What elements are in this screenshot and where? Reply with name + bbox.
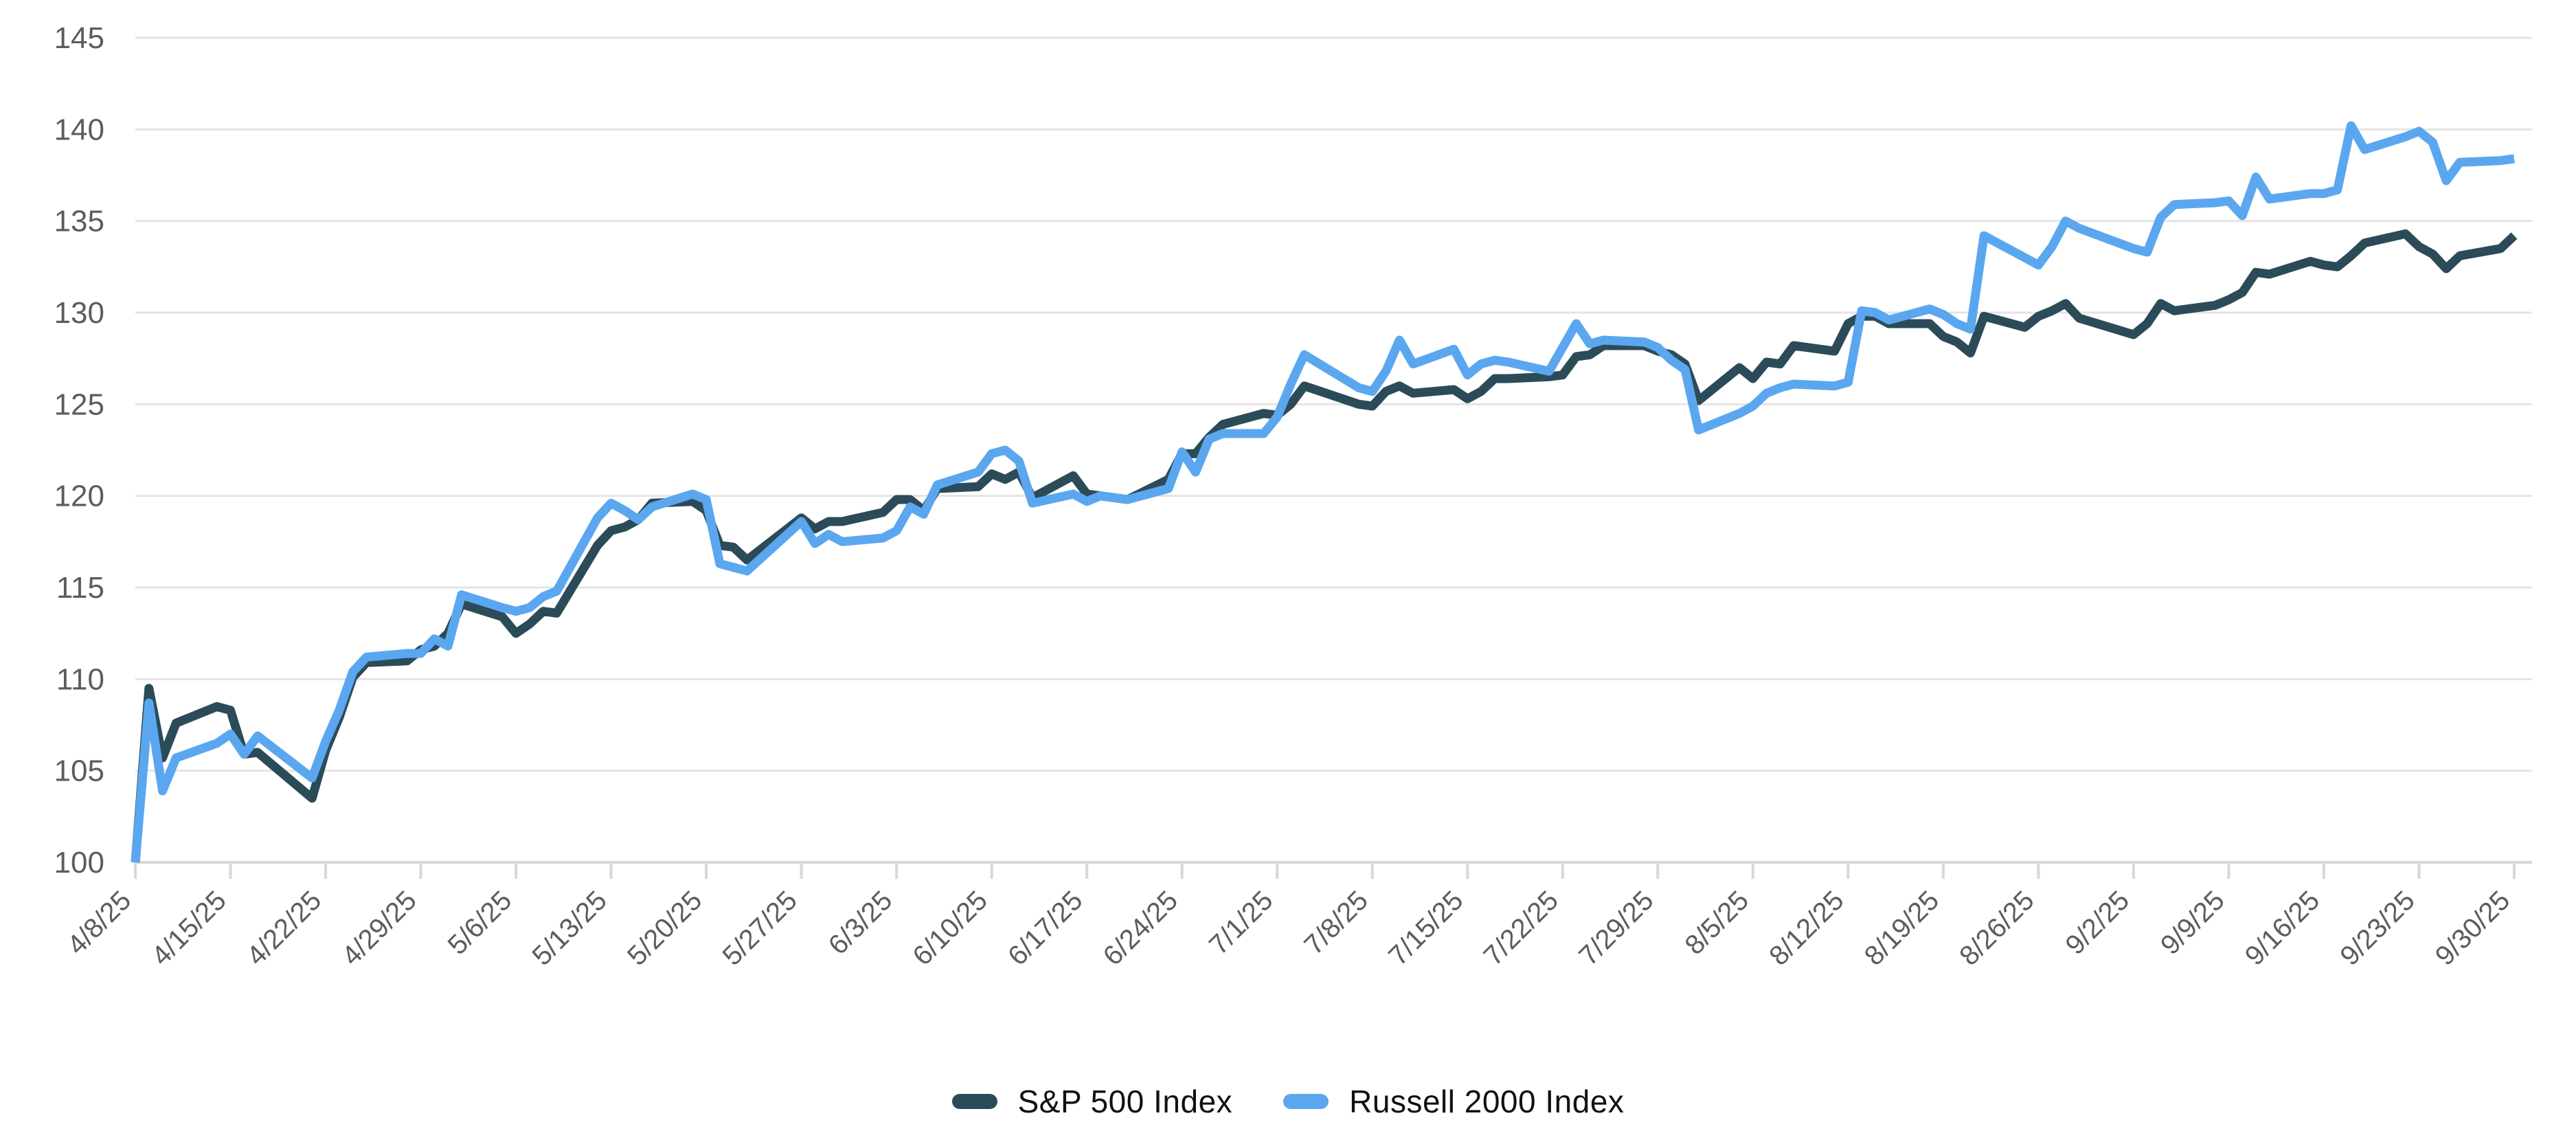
y-axis-labels: 100 105 110 115 120 125 130 135 140 145: [54, 21, 104, 880]
x-tick-label: 9/9/25: [2155, 885, 2230, 961]
series-lines: [131, 121, 2518, 863]
legend-item-russell2000[interactable]: Russell 2000 Index: [1283, 1083, 1624, 1120]
x-tick-label: 9/30/25: [2430, 885, 2516, 971]
x-tick-label: 9/16/25: [2239, 885, 2325, 971]
x-tick-label: 7/22/25: [1478, 885, 1564, 971]
y-tick-label: 105: [54, 754, 104, 788]
x-tick-label: 7/8/25: [1298, 885, 1374, 961]
x-tick-label: 6/24/25: [1098, 885, 1184, 971]
russell2000-line: [131, 121, 2515, 863]
x-tick-label: 9/23/25: [2334, 885, 2420, 971]
x-tick-label: 6/3/25: [823, 885, 899, 961]
x-tick-label: 8/26/25: [1954, 885, 2040, 971]
sp500-swatch-icon: [951, 1094, 997, 1109]
x-tick-label: 4/15/25: [146, 885, 231, 971]
y-tick-label: 100: [54, 846, 104, 880]
x-tick-label: 5/27/25: [717, 885, 803, 971]
y-tick-label: 140: [54, 113, 104, 146]
y-gridlines: [135, 36, 2532, 772]
x-tick-label: 8/5/25: [1679, 885, 1754, 961]
x-tick-label: 4/29/25: [336, 885, 422, 971]
x-tick-label: 4/22/25: [241, 885, 327, 971]
x-tick-label: 5/13/25: [526, 885, 612, 971]
x-axis-labels: 4/8/25 4/15/25 4/22/25 4/29/25 5/6/25 5/13/25…: [62, 885, 2516, 971]
chart-legend: S&P 500 Index Russell 2000 Index: [0, 1077, 2576, 1126]
y-tick-label: 125: [54, 388, 104, 421]
x-tick-label: 8/12/25: [1763, 885, 1849, 971]
y-tick-label: 115: [56, 571, 104, 605]
y-tick-label: 120: [54, 480, 104, 513]
x-tick-label: 7/1/25: [1204, 885, 1279, 961]
x-tick-label: 7/29/25: [1573, 885, 1659, 971]
x-tick-label: 5/6/25: [442, 885, 518, 961]
y-tick-label: 130: [54, 296, 104, 330]
y-tick-label: 110: [56, 662, 104, 696]
russell2000-swatch-icon: [1283, 1094, 1329, 1109]
x-tick-label: 8/19/25: [1859, 885, 1945, 971]
y-tick-label: 145: [54, 21, 104, 55]
x-tick-label: 7/15/25: [1383, 885, 1469, 971]
x-tick-label: 6/17/25: [1002, 885, 1088, 971]
x-tick-label: 9/2/25: [2060, 885, 2136, 961]
legend-label-sp500: S&P 500 Index: [1017, 1084, 1233, 1119]
x-tick-label: 6/10/25: [907, 885, 993, 971]
legend-label-russell2000: Russell 2000 Index: [1349, 1084, 1625, 1119]
y-tick-label: 135: [54, 205, 104, 238]
x-tick-label: 4/8/25: [62, 885, 137, 961]
x-tick-label: 5/20/25: [622, 885, 708, 971]
x-axis: [134, 861, 2532, 879]
sp500-line: [131, 229, 2518, 863]
legend-item-sp500[interactable]: S&P 500 Index: [951, 1083, 1233, 1120]
